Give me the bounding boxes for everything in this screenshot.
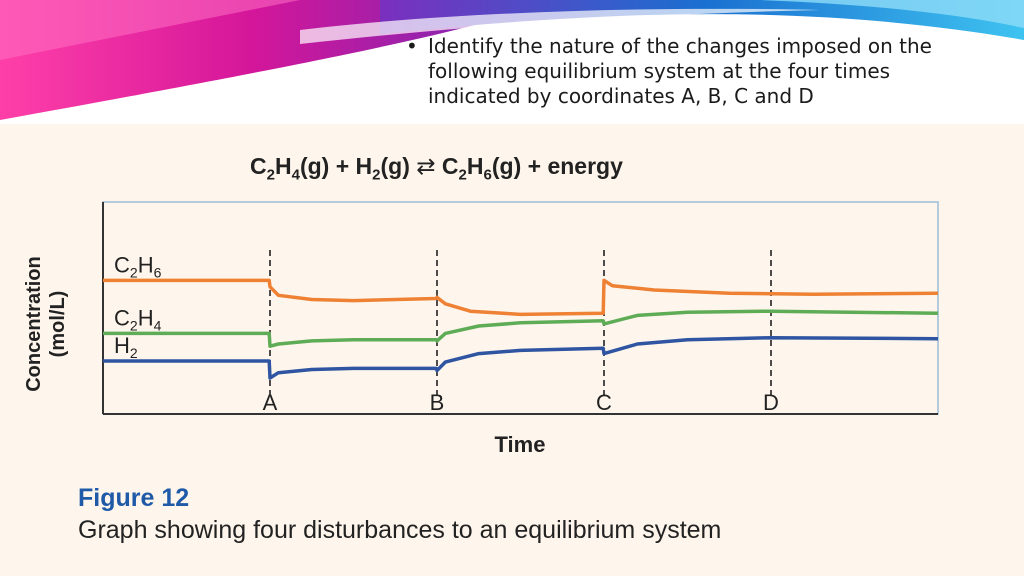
event-label-b: B: [430, 390, 445, 415]
white-swoosh: [300, 8, 820, 45]
eq-h2: H2(g): [355, 153, 417, 184]
x-axis-label: Time: [494, 432, 546, 457]
figure-label: Figure 12: [78, 484, 190, 512]
blue-wave: [380, 0, 1024, 40]
bullet-line-3: indicated by coordinates A, B, C and D: [428, 84, 814, 108]
bullet-point: • Identify the nature of the changes imp…: [404, 34, 1014, 109]
eq-c2h6: C2H6(g) + energy: [435, 153, 623, 184]
eq-c2h4: C2H4(g) +: [250, 153, 356, 184]
slide-header-decoration: [0, 0, 1024, 120]
series-label-c2h4: C2H4: [114, 305, 162, 333]
bullet-marker: •: [406, 34, 418, 58]
figure-caption: Graph showing four disturbances to an eq…: [78, 516, 722, 544]
series-line-c2h4: [103, 309, 939, 348]
series-line-c2h6: [103, 278, 939, 317]
reaction-equation: C2H4(g) + H2(g) ⇄ C2H6(g) + energy: [250, 153, 810, 187]
bullet-line-2: following equilibrium system at the four…: [428, 59, 891, 83]
equilibrium-arrow-icon: ⇄: [416, 154, 436, 180]
series-label-c2h6: C2H6: [114, 252, 162, 280]
light-blue-wave: [760, 0, 1024, 28]
series-line-h2: [103, 335, 939, 380]
pink-wave-highlight: [0, 0, 300, 60]
plot-frame: [102, 201, 939, 415]
series-label-h2: H2: [114, 333, 138, 361]
event-label-d: D: [763, 390, 779, 415]
event-label-a: A: [263, 390, 278, 415]
event-label-c: C: [596, 390, 612, 415]
bullet-line-1: Identify the nature of the changes impos…: [428, 34, 932, 58]
